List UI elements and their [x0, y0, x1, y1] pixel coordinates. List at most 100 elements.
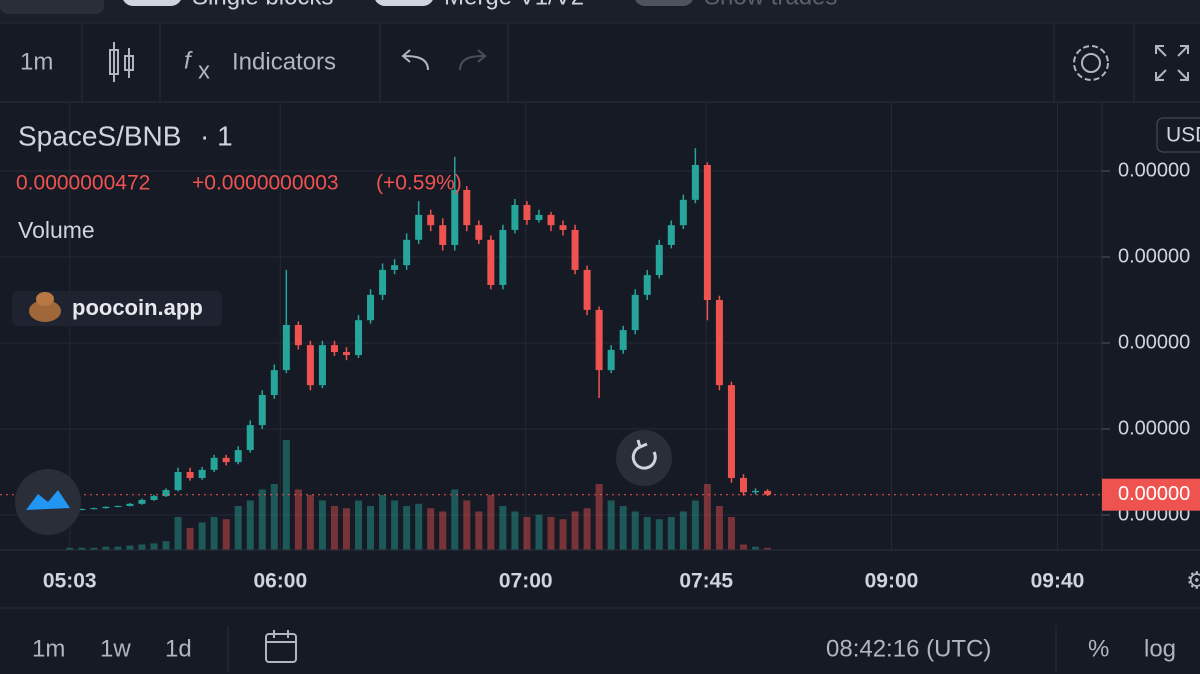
volume-bar	[631, 511, 639, 550]
x-tick-label: 07:00	[499, 570, 553, 593]
candle-body	[499, 229, 507, 285]
redo-icon[interactable]	[459, 49, 487, 71]
volume-bar	[294, 489, 302, 550]
volume-bar	[355, 500, 363, 550]
volume-bar	[234, 506, 242, 550]
price-tag	[1102, 478, 1200, 511]
range-button[interactable]: 1w	[100, 635, 131, 662]
volume-bar	[427, 508, 435, 550]
settings-icon[interactable]: ⚙	[1186, 567, 1200, 594]
fullscreen-icon[interactable]	[1155, 45, 1189, 81]
volume-bar	[306, 495, 314, 550]
currency[interactable]: USD	[1166, 124, 1200, 147]
interval-button[interactable]: 1m	[20, 48, 53, 75]
candle-body	[367, 294, 375, 321]
volume-bar	[619, 506, 627, 550]
volume-bar	[643, 517, 651, 550]
watermark-box	[12, 291, 222, 326]
volume-bar	[559, 519, 567, 550]
fx-icon[interactable]: f	[184, 47, 193, 74]
candle-body	[282, 324, 290, 371]
toggle[interactable]	[374, 0, 434, 6]
candle-body	[210, 457, 218, 470]
x-tick-label: 07:45	[679, 570, 733, 593]
range-button[interactable]: 1d	[165, 635, 192, 662]
currency-button[interactable]	[1156, 117, 1200, 153]
indicators-button[interactable]: Indicators	[232, 48, 336, 75]
candle-body	[198, 469, 206, 479]
y-tick-label: 0.00000	[1118, 417, 1190, 439]
log-toggle[interactable]: log	[1144, 635, 1176, 662]
volume-bar	[270, 484, 278, 550]
candle-body	[655, 244, 663, 276]
candle-body	[752, 490, 760, 493]
candle-body	[764, 490, 772, 495]
toggle[interactable]	[122, 0, 182, 6]
settings-icon[interactable]	[1081, 53, 1101, 73]
legend-price: 0.0000000472	[16, 172, 150, 195]
reset-button[interactable]	[616, 430, 672, 486]
volume-bar	[318, 500, 326, 550]
x-tick-label: 09:40	[1031, 570, 1085, 593]
watermark-icon	[29, 300, 61, 322]
goto-date-icon[interactable]	[265, 630, 297, 663]
candle-body	[138, 499, 146, 504]
candle-body	[126, 503, 134, 506]
candle-body	[306, 345, 314, 386]
volume-bar	[138, 544, 146, 550]
candle-body	[114, 505, 122, 507]
toggle-label[interactable]: Show trades	[704, 0, 837, 10]
volume-bar	[342, 508, 350, 550]
candle-body	[270, 370, 278, 396]
candle-body	[403, 239, 411, 266]
candle-body	[379, 269, 387, 295]
x-tick-label: 09:00	[865, 570, 919, 593]
toggle[interactable]	[634, 0, 694, 6]
y-tick-label: 0.00000	[1118, 159, 1190, 181]
volume-bar	[367, 506, 375, 550]
volume-bar	[607, 500, 615, 550]
volume-bar	[475, 511, 483, 550]
volume-bar	[595, 484, 603, 550]
top-bar	[0, 0, 1200, 22]
volume-bar	[186, 528, 194, 550]
candle-body	[619, 330, 627, 350]
search-box[interactable]	[0, 0, 104, 14]
toggle-label[interactable]: Single blocks	[192, 0, 333, 10]
volume-bar	[764, 547, 772, 550]
candle-body	[727, 385, 735, 479]
volume-bar	[535, 514, 543, 550]
volume-bar	[691, 500, 699, 550]
candle-body	[535, 214, 543, 221]
candle-body	[643, 275, 651, 295]
settings-icon[interactable]	[1073, 45, 1109, 81]
candle-body	[78, 508, 86, 510]
undo-icon[interactable]	[401, 49, 429, 71]
volume-bar	[415, 503, 423, 550]
volume-bar	[102, 546, 110, 550]
volume-bar	[150, 543, 158, 550]
candle-body	[90, 508, 98, 510]
volume-bar	[739, 544, 747, 550]
candle-body	[451, 189, 459, 245]
toggle-label[interactable]: Merge V1/V2	[444, 0, 584, 10]
candle-body	[691, 164, 699, 200]
volume-bar	[511, 511, 519, 550]
y-tick-label: 0.00000	[1118, 245, 1190, 267]
volume-bar	[391, 500, 399, 550]
chart-style-icon[interactable]	[109, 42, 134, 82]
range-button[interactable]: 1m	[32, 635, 65, 662]
volume-bar	[715, 506, 723, 550]
fx-icon[interactable]: x	[198, 57, 210, 84]
candle-body	[355, 320, 363, 356]
candle-body	[475, 225, 483, 240]
volume-bar	[258, 489, 266, 550]
volume-bar	[174, 517, 182, 550]
candle-body	[222, 457, 230, 463]
percent-toggle[interactable]: %	[1088, 635, 1109, 662]
volume-bar	[703, 484, 711, 550]
volume-bar	[222, 519, 230, 550]
volume-bar	[114, 546, 122, 550]
candle-body	[318, 345, 326, 386]
candle-body	[703, 164, 711, 301]
